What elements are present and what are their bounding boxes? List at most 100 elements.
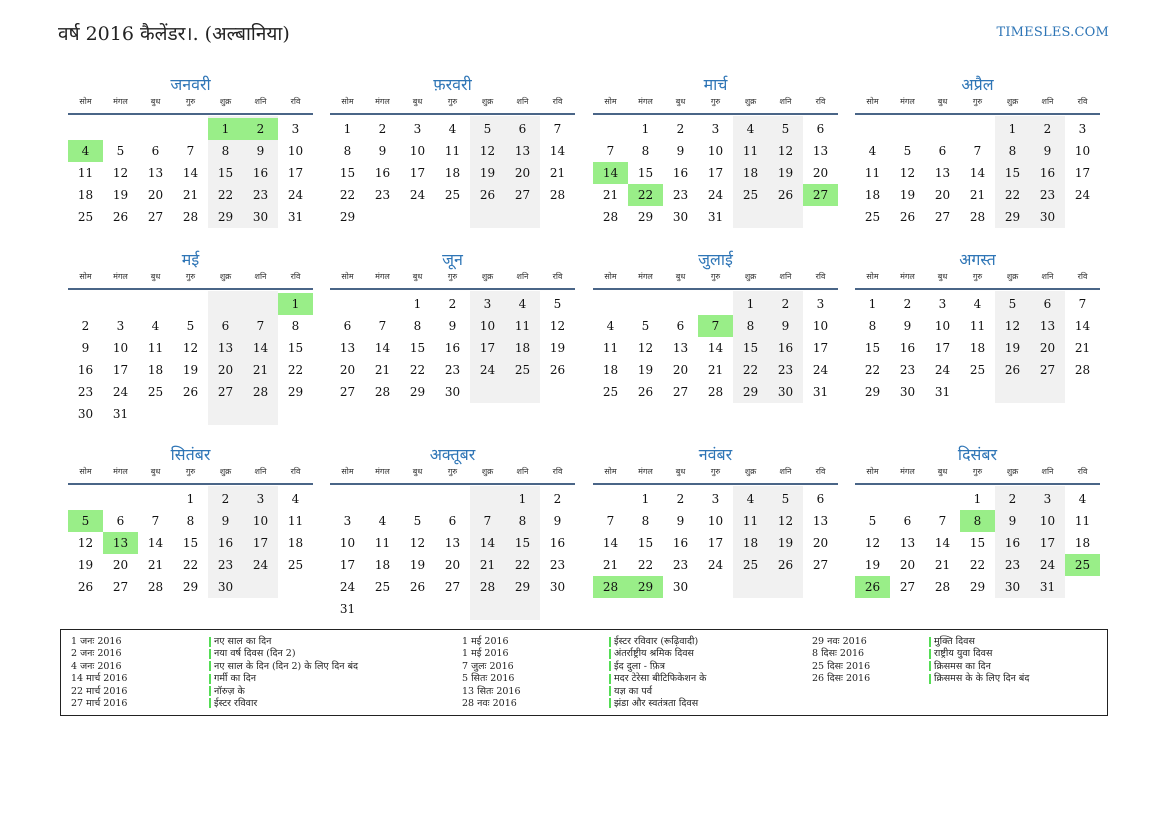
day-cell: 19	[409, 558, 426, 572]
weekday-label: शनि	[516, 97, 529, 106]
holiday-day-cell: 8	[960, 510, 995, 532]
day-cell: 8	[641, 144, 650, 158]
day-cell: 15	[969, 536, 986, 550]
day-cell: 10	[1039, 514, 1056, 528]
holiday-day-cell: 4	[68, 140, 103, 162]
header-divider	[68, 483, 313, 485]
day-cell: 21	[147, 558, 164, 572]
day-cell: 4	[378, 514, 387, 528]
month-name: अक्तूबर	[429, 445, 476, 464]
holiday-legend: 1 जनः 2016 2 जनः 2016 4 जनः 2016 14 मार्च 2…	[60, 629, 1108, 716]
legend-date: 26 दिसः 2016	[812, 673, 871, 685]
day-cell: 2	[553, 492, 562, 506]
day-cell: 28	[147, 580, 164, 594]
legend-date: 25 दिसः 2016	[812, 660, 871, 672]
legend-holiday-name: नए साल का दिन	[209, 636, 358, 648]
legend-holiday-name: क्रिसमस के के लिए दिन बंद	[929, 673, 1029, 685]
day-cell: 6	[903, 514, 912, 528]
holiday-marker-icon	[209, 673, 211, 684]
day-cell: 20	[444, 558, 461, 572]
day-cell: 25	[864, 210, 881, 224]
day-cell: 2	[676, 492, 685, 506]
day-cell: 20	[112, 558, 129, 572]
day-cell: 9	[448, 319, 457, 333]
day-cell: 16	[217, 536, 234, 550]
weekday-label: मंगल	[900, 97, 915, 106]
day-cell: 8	[1008, 144, 1017, 158]
weekday-label: बुध	[412, 272, 423, 281]
weekday-label: बुध	[675, 272, 686, 281]
day-cell: 26	[112, 210, 129, 224]
day-cell: 12	[409, 536, 426, 550]
day-cell: 12	[112, 166, 129, 180]
day-cell: 2	[781, 297, 790, 311]
day-cell: 24	[1074, 188, 1091, 202]
day-cell: 10	[707, 514, 724, 528]
day-cell: 9	[676, 144, 685, 158]
day-cell: 27	[112, 580, 129, 594]
day-cell: 18	[742, 166, 759, 180]
day-cell: 21	[1074, 341, 1091, 355]
day-cell: 7	[483, 514, 492, 528]
day-cell: 7	[606, 514, 615, 528]
day-cell: 19	[777, 536, 794, 550]
day-cell: 9	[781, 319, 790, 333]
day-cell: 23	[672, 558, 689, 572]
weekday-label: मंगल	[638, 97, 653, 106]
day-cell: 5	[903, 144, 912, 158]
day-cell: 25	[742, 188, 759, 202]
day-cell: 12	[549, 319, 566, 333]
day-cell: 26	[549, 363, 566, 377]
weekday-label: सोम	[79, 272, 92, 281]
weekday-label: सोम	[341, 97, 354, 106]
day-cell: 21	[182, 188, 199, 202]
day-cell: 29	[217, 210, 234, 224]
day-cell: 28	[374, 385, 391, 399]
legend-date: 14 मार्च 2016	[71, 673, 128, 685]
day-cell: 20	[514, 166, 531, 180]
legend-date: 5 सितः 2016	[462, 673, 515, 685]
day-cell: 17	[1039, 536, 1056, 550]
day-cell: 6	[816, 492, 825, 506]
holiday-day-cell: 28	[593, 576, 628, 598]
day-cell: 15	[409, 341, 426, 355]
day-cell: 18	[864, 188, 881, 202]
weekday-label: शनि	[254, 97, 267, 106]
day-cell: 28	[707, 385, 724, 399]
day-cell: 25	[77, 210, 94, 224]
legend-names-column: नए साल का दिन नया वर्ष दिवस (दिन 2) नए साल…	[209, 636, 358, 710]
day-cell: 21	[934, 558, 951, 572]
day-cell: 18	[602, 363, 619, 377]
weekday-label: गुरु	[972, 467, 983, 476]
day-cell: 6	[676, 319, 685, 333]
weekday-label: शुक्र	[481, 97, 494, 106]
day-cell: 21	[374, 363, 391, 377]
day-cell: 23	[1039, 188, 1056, 202]
day-cell: 19	[77, 558, 94, 572]
day-cell: 25	[969, 363, 986, 377]
day-cell: 15	[339, 166, 356, 180]
month-name: जनवरी	[170, 75, 211, 94]
day-cell: 28	[549, 188, 566, 202]
day-cell: 27	[1039, 363, 1056, 377]
site-brand-link[interactable]: TIMESLES.COM	[996, 25, 1109, 40]
day-cell: 28	[934, 580, 951, 594]
day-cell: 13	[934, 166, 951, 180]
month-name: नवंबर	[698, 445, 733, 464]
holiday-name-text: ईस्टर रविवार (रूढ़िवादी)	[614, 636, 699, 647]
legend-dates-column: 29 नवः 2016 8 दिसः 2016 25 दिसः 2016 26 दिस…	[812, 636, 870, 686]
weekend-shade	[733, 116, 803, 228]
header-divider	[593, 483, 838, 485]
day-cell: 26	[479, 188, 496, 202]
day-cell: 4	[448, 122, 457, 136]
weekday-header: सोम मंगल बुध गुरु शुक्र शनि रवि	[855, 96, 1100, 110]
day-cell: 5	[1008, 297, 1017, 311]
holiday-name-text: मुक्ति दिवस	[934, 636, 975, 647]
day-cell: 15	[1004, 166, 1021, 180]
holiday-name-text: राष्ट्रीय युवा दिवस	[934, 648, 993, 660]
day-cell: 17	[409, 166, 426, 180]
weekend-shade	[995, 486, 1065, 598]
day-cell: 3	[256, 492, 265, 506]
weekday-label: बुध	[937, 467, 948, 476]
day-cell: 27	[672, 385, 689, 399]
